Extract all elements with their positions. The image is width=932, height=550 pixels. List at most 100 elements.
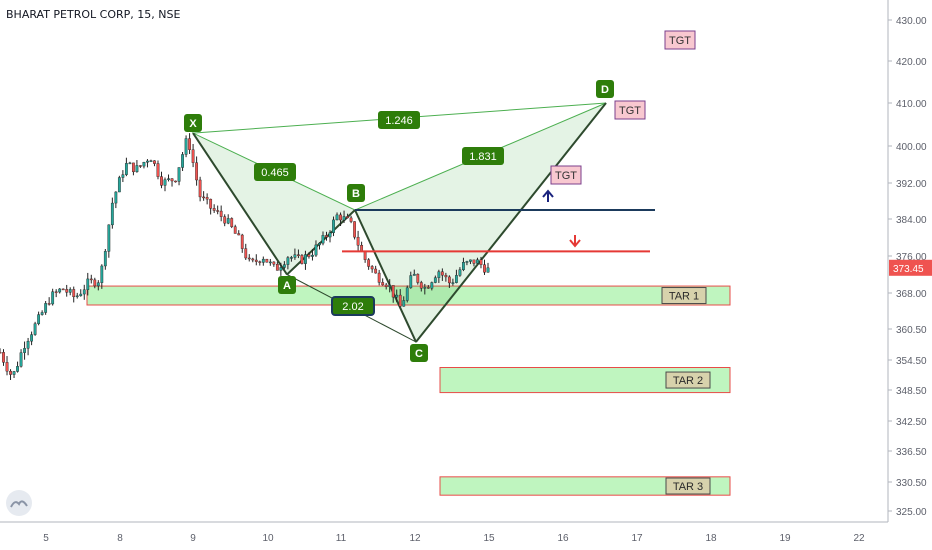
candle-body xyxy=(205,197,209,200)
price-tick-label: 336.50 xyxy=(896,447,927,458)
candle-body xyxy=(332,219,335,233)
candle-body xyxy=(149,160,153,162)
candle-body xyxy=(437,271,441,278)
time-tick-label: 15 xyxy=(483,533,495,544)
target-label: TGT xyxy=(619,105,641,117)
time-tick-label: 12 xyxy=(409,533,421,544)
ratio-label-box xyxy=(378,111,420,129)
price-tick-label: 376.00 xyxy=(896,252,927,263)
candle-body xyxy=(177,167,181,182)
candle-body xyxy=(26,340,30,349)
candle-body xyxy=(465,261,469,263)
candle-body xyxy=(451,282,455,284)
price-tick-label: 354.50 xyxy=(896,356,927,367)
candle-body xyxy=(93,279,97,287)
zone-label: TAR 2 xyxy=(673,375,703,387)
candle-body xyxy=(146,160,149,163)
candle-body xyxy=(75,295,79,298)
target-label-box xyxy=(664,30,696,50)
candle-body xyxy=(409,275,413,289)
ratio-label-box xyxy=(331,296,375,316)
zone-label: TAR 3 xyxy=(673,481,703,493)
candle-body xyxy=(181,154,184,168)
time-tick-label: 18 xyxy=(705,533,717,544)
candle-body xyxy=(167,178,170,180)
target-zone xyxy=(439,476,731,496)
time-tick-label: 10 xyxy=(262,533,274,544)
candle-body xyxy=(402,300,406,307)
candle-body xyxy=(367,259,371,267)
candle-body xyxy=(40,312,44,315)
candle-body xyxy=(268,261,272,264)
price-tick-label: 400.00 xyxy=(896,142,927,153)
zone-label-box xyxy=(665,477,711,495)
candle-body xyxy=(300,255,304,264)
point-label-box xyxy=(184,114,202,132)
candle-body xyxy=(51,291,55,305)
candle-body xyxy=(370,266,374,270)
candle-body xyxy=(325,235,328,238)
candle-body xyxy=(353,221,356,238)
candle-body xyxy=(265,258,269,263)
candle-body xyxy=(384,284,388,287)
candle-body xyxy=(54,291,58,293)
candle-body xyxy=(209,198,213,209)
candle-body xyxy=(219,210,223,217)
candle-body xyxy=(426,287,430,289)
candle-body xyxy=(275,264,279,271)
candle-body xyxy=(191,149,195,163)
price-tick-label: 392.00 xyxy=(896,179,927,190)
candle-body xyxy=(124,163,128,175)
candle-body xyxy=(153,160,156,164)
candle-body xyxy=(117,177,121,193)
candle-body xyxy=(5,362,9,372)
tradingview-logo-icon xyxy=(6,490,32,516)
point-label-box xyxy=(278,276,296,294)
candle-body xyxy=(447,276,451,284)
point-label-box xyxy=(596,80,614,98)
point-label-box xyxy=(347,184,365,202)
candle-body xyxy=(170,178,174,182)
time-tick-label: 11 xyxy=(336,533,347,544)
candle-body xyxy=(47,303,51,305)
candle-body xyxy=(314,244,318,256)
price-tick-label: 325.00 xyxy=(896,507,927,518)
candle-body xyxy=(307,254,311,257)
candle-body xyxy=(30,334,33,342)
ratio-label-box xyxy=(462,147,504,165)
chart-title: BHARAT PETROL CORP, 15, NSE xyxy=(6,8,181,21)
candle-body xyxy=(455,275,458,283)
candle-body xyxy=(96,282,100,287)
candle-body xyxy=(412,273,416,276)
candle-body xyxy=(139,165,142,167)
time-tick-label: 19 xyxy=(779,533,791,544)
candle-body xyxy=(311,254,314,257)
candle-body xyxy=(82,289,86,295)
time-tick-label: 8 xyxy=(117,533,123,544)
candle-body xyxy=(258,261,262,263)
candle-body xyxy=(128,162,132,165)
candle-body xyxy=(405,287,409,301)
candle-body xyxy=(346,216,349,219)
candle-body xyxy=(65,289,69,293)
candle-body xyxy=(247,257,251,260)
down-arrow-icon xyxy=(569,235,581,248)
candle-body xyxy=(233,226,237,234)
time-tick-label: 5 xyxy=(43,533,49,544)
last-price-badge xyxy=(889,259,932,276)
ratio-label: 0.465 xyxy=(261,167,289,179)
candle-body xyxy=(16,366,19,372)
point-label: D xyxy=(601,84,609,96)
candle-body xyxy=(339,214,342,221)
candle-body xyxy=(342,216,346,221)
price-tick-label: 430.00 xyxy=(896,16,927,27)
price-tick-label: 410.00 xyxy=(896,99,927,110)
candle-body xyxy=(479,259,483,265)
candle-body xyxy=(381,282,385,286)
candle-body xyxy=(110,202,114,226)
candle-body xyxy=(363,251,367,260)
candle-body xyxy=(230,218,234,227)
target-label: TGT xyxy=(555,170,577,182)
candle-body xyxy=(72,289,76,298)
